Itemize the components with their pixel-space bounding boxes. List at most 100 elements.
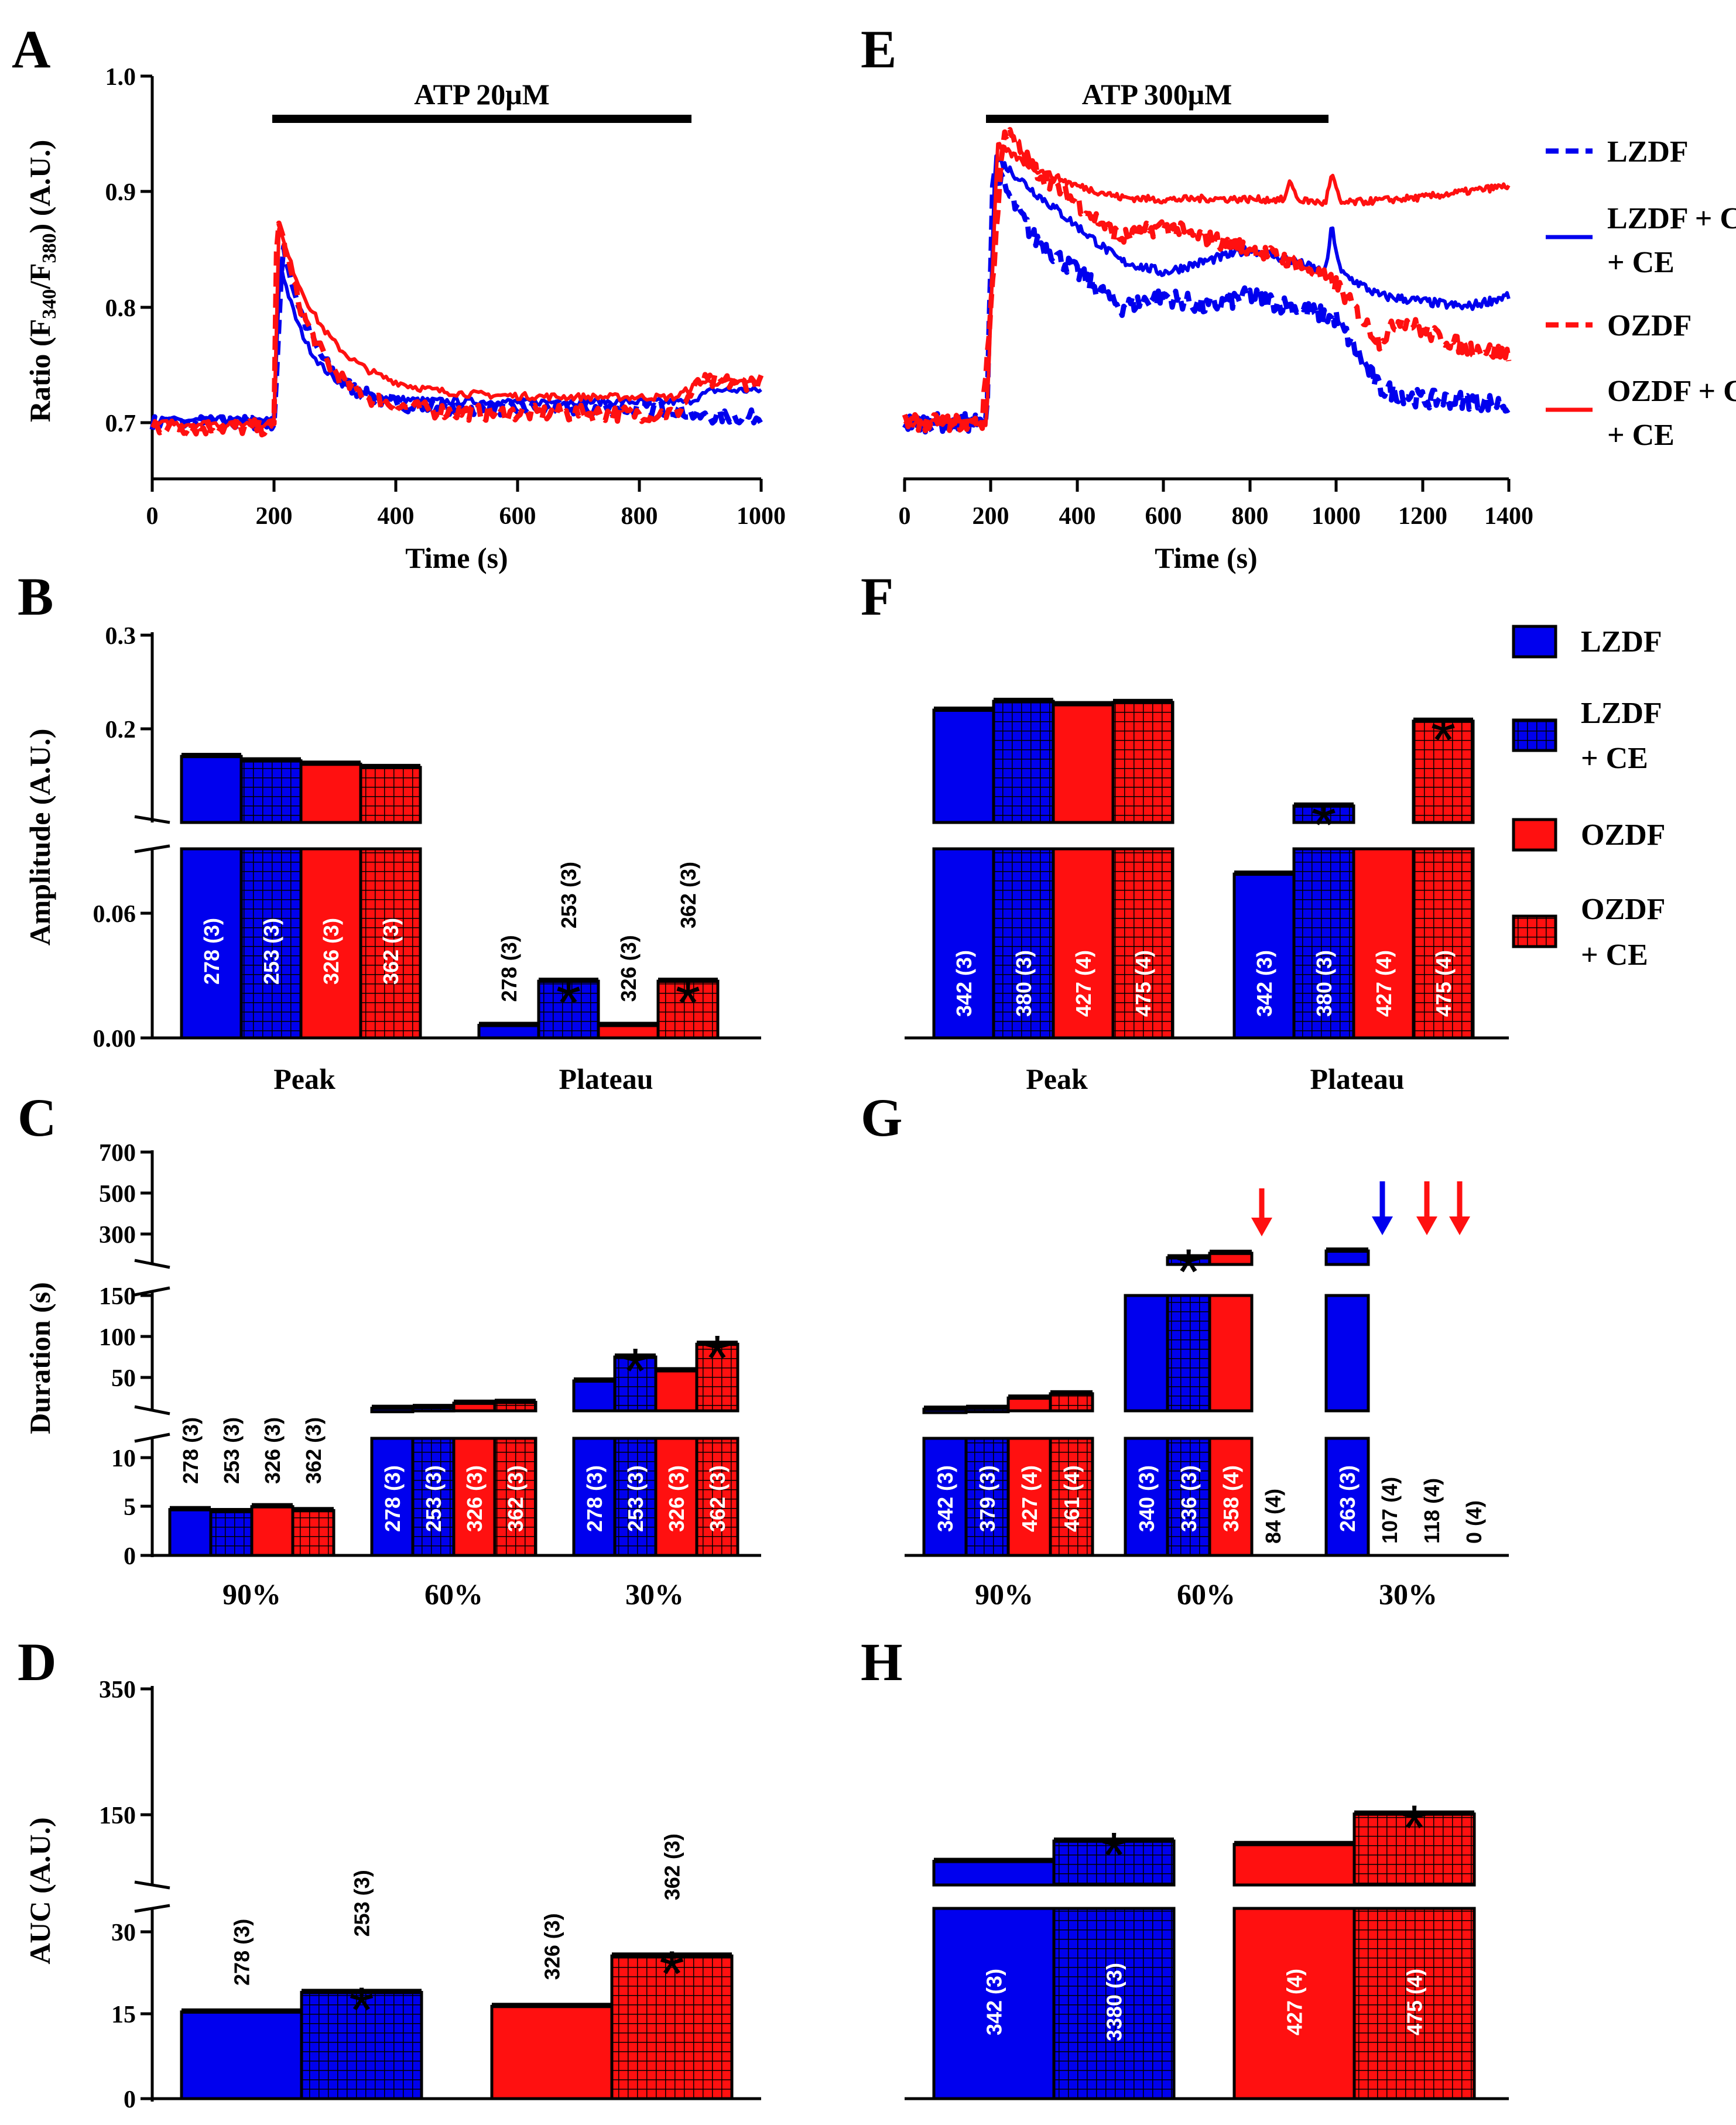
panel-h-bar	[1232, 1907, 1356, 2100]
panel-g-bar	[1049, 1392, 1094, 1413]
panel-c-bar	[452, 1437, 497, 1557]
panel-f-n-label: 475 (4)	[1131, 950, 1155, 1017]
panel-g-n-label: 118 (4)	[1420, 1478, 1444, 1544]
panel-c-bar-errorbar	[372, 1404, 413, 1410]
panel-letter-d: D	[18, 1632, 56, 1692]
panel-h-n-label: 475 (4)	[1403, 1969, 1427, 2035]
panel-e-xlabel: Time (s)	[1155, 541, 1257, 574]
legend-bar-label-ozdf-ce-line2: + CE	[1581, 938, 1648, 972]
panel-g-group-label: 60%	[1177, 1578, 1235, 1610]
panel-h-bar	[932, 1907, 1056, 2100]
panel-c-ylabel: Duration (s)	[23, 1282, 56, 1434]
panel-a-xtick-label: 1000	[737, 503, 786, 530]
panel-letter-f: F	[861, 567, 893, 626]
panel-b-ytick-label: 0.3	[105, 623, 136, 650]
panel-b-bar-errorbar	[479, 1022, 539, 1027]
panel-f-bar	[1111, 701, 1175, 824]
panel-h-bar-errorbar	[1054, 1837, 1174, 1843]
panel-g-n-label: 427 (4)	[1018, 1465, 1042, 1532]
panel-c-bar	[370, 1437, 415, 1557]
panel-b-group-label: Peak	[273, 1062, 335, 1095]
panel-d-bar-errorbar	[492, 2003, 612, 2009]
panel-h-bar	[1052, 1839, 1176, 1887]
panel-f-bar-errorbar	[1053, 701, 1113, 707]
panel-g-n-label: 379 (3)	[975, 1465, 999, 1532]
panel-g-bar-errorbar	[1050, 1390, 1093, 1396]
panel-letter-h: H	[861, 1632, 903, 1692]
legend-bar-label-ozdf-ce: OZDF	[1581, 893, 1665, 926]
panel-h-bar	[1052, 1907, 1176, 2100]
panel-f-bar	[1232, 872, 1296, 1040]
panel-e-xtick-label: 1400	[1484, 503, 1533, 530]
panel-b-significance-star: *	[676, 967, 701, 1039]
panel-g-bar	[1124, 1437, 1169, 1557]
panel-e-xtick-label: 400	[1059, 503, 1096, 530]
panel-b-n-label: 326 (3)	[617, 935, 641, 1002]
panel-h-bar	[1232, 1843, 1356, 1887]
panel-c-significance-star: *	[623, 1335, 648, 1407]
panel-g-bar	[1324, 1249, 1370, 1266]
panel-c-ytick-label: 0	[124, 1543, 136, 1570]
panel-c-ytick-label: 300	[99, 1222, 136, 1249]
panel-c-n-label: 278 (3)	[381, 1465, 405, 1532]
panel-h-significance-star: *	[1402, 1792, 1427, 1864]
panel-c-n-label: 253 (3)	[422, 1465, 446, 1532]
panel-c-bar	[695, 1437, 739, 1557]
panel-g-n-label: 107 (4)	[1378, 1477, 1402, 1544]
legend-swatch-ozdf	[1512, 818, 1557, 852]
panel-a-ytick-label: 0.7	[105, 410, 136, 437]
panel-f-significance-star: *	[1312, 789, 1337, 861]
panel-f-bar-errorbar	[934, 707, 994, 712]
panel-e-xtick-label: 800	[1232, 503, 1269, 530]
panel-c-bar-errorbar	[252, 1503, 293, 1509]
panel-f-axes: Peak Plateau	[905, 1036, 1509, 1095]
panel-g-group-label: 90%	[975, 1578, 1033, 1610]
panel-c-significance-star: *	[705, 1322, 730, 1394]
panel-f-bar	[1412, 847, 1475, 1040]
panel-a-xtick-label: 800	[621, 503, 658, 530]
panel-g-bar	[1006, 1437, 1052, 1557]
line-legend: LZDF LZDF + CE + CE OZDF OZDF + CE + CE	[1546, 135, 1736, 452]
panel-f-bar-errorbar	[1113, 698, 1173, 704]
panel-letter-c: C	[18, 1088, 56, 1147]
panel-f-n-label: 342 (3)	[952, 950, 976, 1017]
panel-a-xtick-label: 200	[256, 503, 293, 530]
panel-h-significance-star: *	[1101, 1819, 1126, 1891]
panel-f-n-label: 380 (3)	[1312, 950, 1336, 1017]
panel-c-group-label: 30%	[625, 1578, 684, 1610]
panel-d-bar	[300, 1990, 423, 2100]
panel-a-trace-3	[150, 227, 762, 429]
panel-c-bar-errorbar	[170, 1506, 211, 1512]
panel-a-ytick-label: 0.8	[105, 295, 136, 322]
panel-f-bar	[992, 847, 1055, 1040]
legend-label-ozdf-ce-line2: + CE	[1607, 419, 1675, 452]
legend-swatch-ozdf-ce	[1512, 914, 1557, 948]
legend-label-lzdf-ce-line2: + CE	[1607, 246, 1675, 279]
panel-e-xtick-label: 1200	[1398, 503, 1447, 530]
panel-b-bar-errorbar	[241, 757, 301, 763]
panel-g-bar	[1166, 1294, 1211, 1413]
panel-letter-g: G	[861, 1088, 903, 1147]
panel-d-bar	[490, 2004, 614, 2100]
panel-g-bar-errorbar	[924, 1406, 966, 1411]
panel-d-bar	[180, 2010, 303, 2100]
panel-f-bar	[1292, 847, 1355, 1040]
panel-c-n-label: 278 (3)	[583, 1465, 607, 1532]
panel-b-n-label: 362 (3)	[676, 862, 700, 928]
panel-b-bar	[299, 762, 362, 824]
panel-b-ytick-label: 0.00	[93, 1026, 136, 1053]
panel-f-significance-star: *	[1431, 704, 1456, 776]
panel-f-bar-errorbar	[1294, 802, 1354, 808]
panel-c-bar	[291, 1509, 335, 1557]
panel-letter-b: B	[18, 567, 53, 626]
panel-c-n-label: 362 (3)	[706, 1465, 730, 1532]
panel-a-traces	[149, 220, 764, 438]
legend-swatch-lzdf	[1512, 625, 1557, 659]
panel-e-xtick-label: 1000	[1312, 503, 1361, 530]
panel-g-bar-errorbar	[1008, 1394, 1050, 1400]
panel-b-n-label: 278 (3)	[497, 935, 521, 1002]
bar-panels: 278 (3) 253 (3) 326 (3) 362 (3) 278 (3) 253 (…	[168, 697, 1486, 2100]
panel-d-ytick-label: 30	[111, 1920, 136, 1946]
panel-b-bar	[239, 847, 303, 1040]
